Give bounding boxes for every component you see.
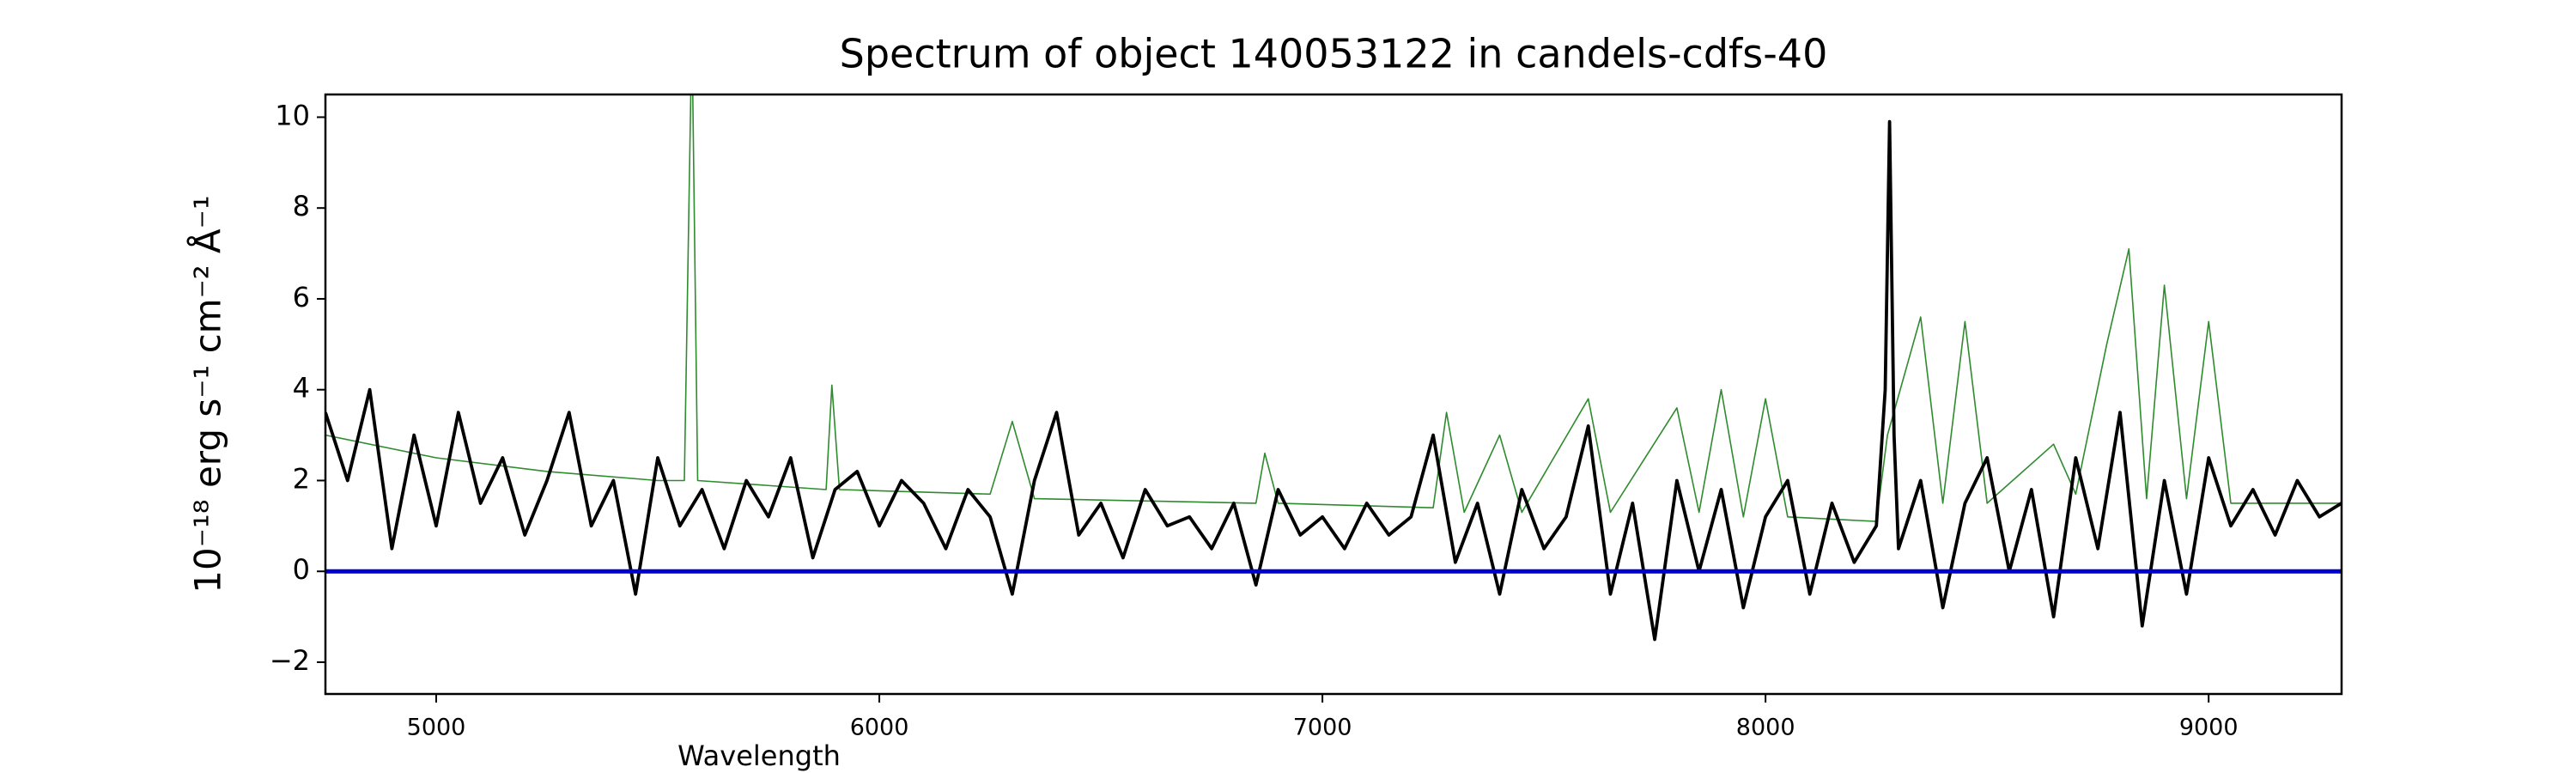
- y-tick-label: 6: [293, 281, 310, 313]
- plot-area: [325, 94, 2342, 642]
- y-tick-label: 8: [293, 190, 310, 222]
- x-axis-label: Wavelength: [677, 740, 841, 772]
- x-tick-label: 5000: [407, 715, 466, 741]
- y-tick-label: −2: [270, 644, 310, 677]
- x-tick-label: 9000: [2179, 715, 2239, 741]
- y-tick-label: 0: [293, 553, 310, 586]
- y-tick-label: 10: [275, 99, 310, 131]
- y-tick-label: 4: [293, 372, 310, 405]
- y-axis-label: 10⁻¹⁸ erg s⁻¹ cm⁻² Å⁻¹: [186, 195, 229, 593]
- x-tick-label: 6000: [850, 715, 909, 741]
- y-tick-label: 2: [293, 462, 310, 495]
- x-tick-label: 8000: [1736, 715, 1795, 741]
- spectrum-line: [325, 119, 2342, 642]
- spectrum-line: [325, 94, 2342, 522]
- x-tick-label: 7000: [1293, 715, 1352, 741]
- plot-frame: [324, 93, 2343, 696]
- chart-title: Spectrum of object 140053122 in candels-…: [840, 31, 1828, 77]
